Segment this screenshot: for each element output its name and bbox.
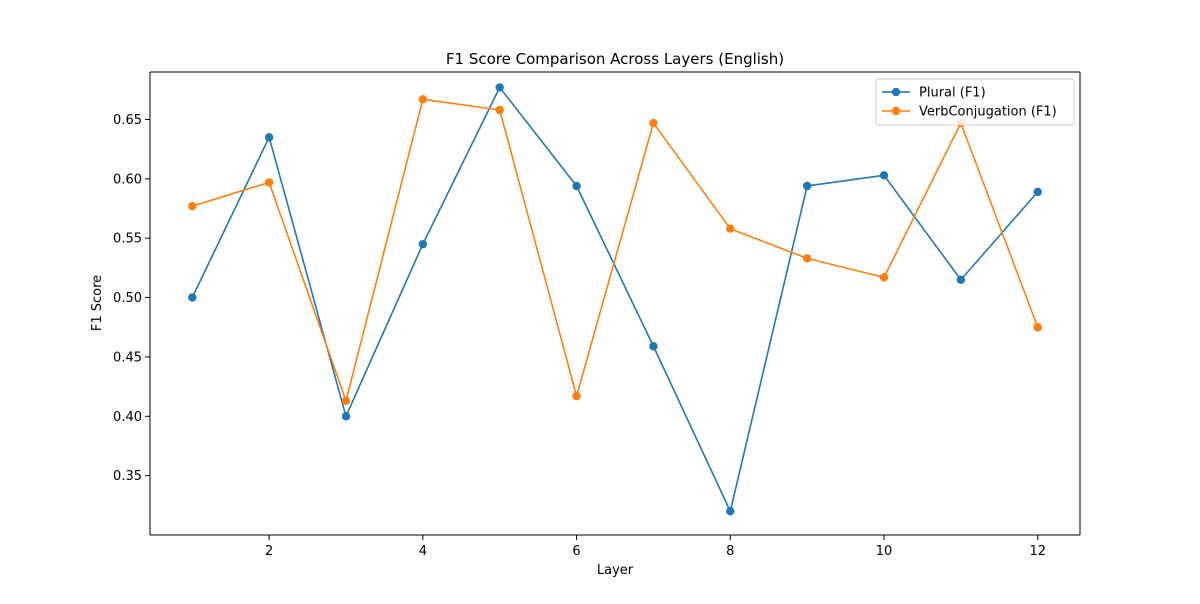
- y-tick-label: 0.65: [113, 113, 142, 128]
- x-axis-label: Layer: [597, 563, 634, 578]
- y-tick-label: 0.35: [113, 469, 142, 484]
- legend: Plural (F1) VerbConjugation (F1): [875, 78, 1075, 126]
- data-point: [188, 201, 197, 211]
- y-axis-label: F1 Score: [90, 275, 105, 331]
- data-point: [1033, 187, 1042, 197]
- y-tick-label: 0.50: [113, 291, 142, 306]
- legend-label: VerbConjugation (F1): [919, 105, 1057, 120]
- series-0: [188, 83, 1042, 516]
- legend-item: VerbConjugation (F1): [882, 105, 1057, 120]
- data-point: [341, 396, 351, 406]
- series-line: [192, 98, 1039, 402]
- plot-frame: [149, 71, 1081, 536]
- y-tick-label: 0.40: [113, 410, 142, 425]
- y-tick-label: 0.60: [113, 172, 142, 187]
- data-point: [572, 391, 581, 401]
- legend-item: Plural (F1): [882, 86, 986, 101]
- series-1: [188, 95, 1042, 406]
- series-line: [191, 86, 1039, 513]
- data-point: [802, 254, 812, 263]
- x-tick-label: 6: [572, 544, 580, 559]
- legend-box: [875, 78, 1075, 126]
- data-point: [649, 118, 658, 128]
- data-point: [495, 105, 504, 115]
- data-point: [649, 342, 658, 351]
- data-point: [1033, 323, 1042, 332]
- x-tick-label: 12: [1029, 544, 1046, 559]
- y-tick-label: 0.45: [113, 350, 142, 365]
- data-point: [418, 95, 428, 104]
- x-axis-ticks: 2 4 6 8 10 12: [265, 535, 1046, 559]
- data-point: [726, 507, 735, 516]
- data-point: [879, 171, 889, 180]
- y-tick-label: 0.55: [113, 232, 142, 247]
- legend-marker: [891, 87, 901, 97]
- data-point: [726, 224, 735, 233]
- x-tick-label: 8: [726, 544, 734, 559]
- data-point: [572, 181, 581, 191]
- legend-marker: [891, 106, 901, 116]
- data-point: [264, 178, 274, 187]
- data-point: [341, 412, 351, 421]
- data-point: [956, 275, 966, 284]
- x-tick-label: 2: [265, 544, 273, 559]
- data-point: [802, 181, 812, 191]
- data-point: [495, 83, 504, 92]
- x-tick-label: 4: [419, 544, 427, 559]
- data-point: [879, 273, 889, 282]
- data-point: [264, 133, 274, 142]
- x-tick-label: 10: [876, 544, 893, 559]
- data-point: [188, 293, 197, 302]
- legend-label: Plural (F1): [919, 86, 986, 101]
- data-point: [418, 239, 428, 249]
- chart-title: F1 Score Comparison Across Layers (Engli…: [446, 50, 784, 68]
- y-axis-ticks: 0.35 0.40 0.45 0.50 0.55 0.60 0.65: [113, 113, 150, 484]
